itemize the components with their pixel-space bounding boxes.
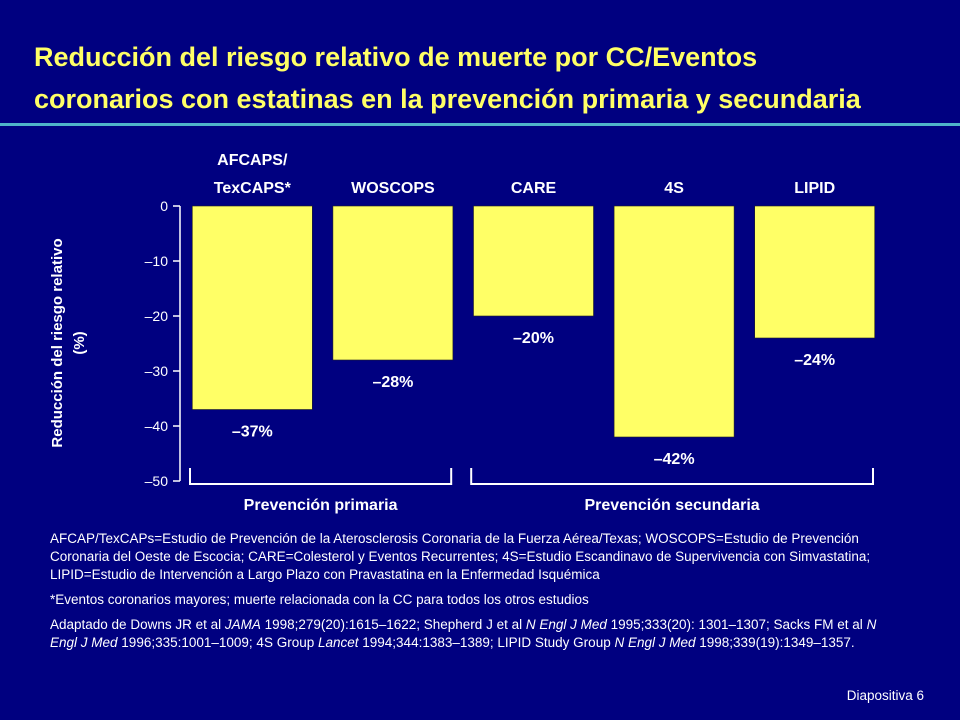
slide-title: Reducción del riesgo relativo de muerte … bbox=[34, 36, 944, 120]
group-bracket bbox=[470, 468, 874, 485]
asterisk-note: *Eventos coronarios mayores; muerte rela… bbox=[50, 592, 589, 607]
category-label: WOSCOPS bbox=[351, 180, 435, 197]
data-label: –37% bbox=[232, 424, 273, 441]
category-label: CARE bbox=[511, 180, 557, 197]
slide-number: Diapositiva 6 bbox=[846, 688, 924, 703]
bar-3 bbox=[473, 205, 594, 317]
category-label: TexCAPS* bbox=[214, 180, 292, 197]
data-label: –20% bbox=[513, 330, 554, 347]
title-divider bbox=[0, 123, 960, 126]
data-label: –24% bbox=[794, 352, 835, 369]
group-bracket bbox=[189, 468, 453, 485]
y-tick-label: –20 bbox=[145, 308, 169, 324]
reference-note: Adaptado de Downs JR et al JAMA 1998;279… bbox=[50, 617, 877, 650]
group-label: Prevención secundaria bbox=[585, 497, 760, 514]
data-label: –28% bbox=[372, 374, 413, 391]
y-tick-label: –40 bbox=[145, 418, 169, 434]
y-axis-label-line-1: Reducción del riesgo relativo bbox=[49, 238, 66, 447]
bar-4 bbox=[613, 205, 735, 438]
y-tick-label: 0 bbox=[160, 198, 168, 214]
bar-2 bbox=[332, 205, 454, 361]
title-line-1: Reducción del riesgo relativo de muerte … bbox=[34, 42, 758, 72]
category-label: 4S bbox=[664, 180, 684, 197]
y-tick-label: –10 bbox=[145, 253, 169, 269]
category-label: AFCAPS/ bbox=[217, 152, 288, 169]
y-tick-label: –30 bbox=[145, 363, 169, 379]
bar-chart: Reducción del riesgo relativo (%) 0 –10 –2… bbox=[49, 152, 876, 514]
category-label: LIPID bbox=[794, 180, 835, 197]
title-line-2: coronarios con estatinas en la prevenció… bbox=[34, 84, 861, 114]
y-tick-label: –50 bbox=[145, 473, 169, 489]
bar-5 bbox=[754, 205, 876, 339]
footnotes: AFCAP/TexCAPs=Estudio de Prevención de l… bbox=[50, 530, 890, 659]
bar-1 bbox=[192, 205, 313, 410]
data-label: –42% bbox=[654, 451, 695, 468]
abbreviations-note: AFCAP/TexCAPs=Estudio de Prevención de l… bbox=[50, 531, 871, 582]
y-axis-label-line-2: (%) bbox=[71, 331, 88, 354]
group-label: Prevención primaria bbox=[244, 497, 398, 514]
